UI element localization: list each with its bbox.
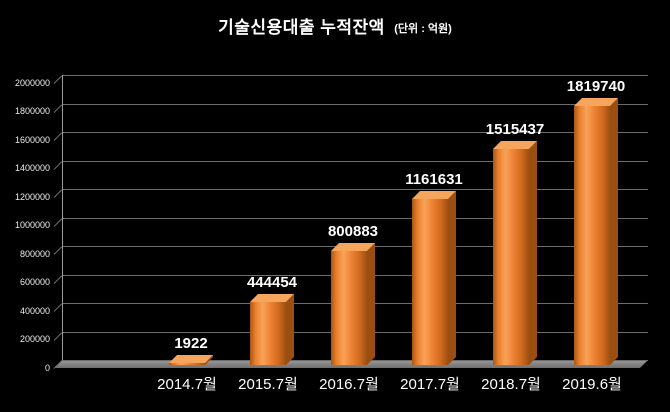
bar-side-face <box>610 97 618 365</box>
bar-side-face <box>367 242 375 365</box>
chart-title: 기술신용대출 누적잔액 (단위 : 억원) <box>0 13 670 38</box>
y-axis-label: 0 <box>44 362 50 373</box>
gridline <box>62 189 648 190</box>
bar-side-face <box>448 191 456 365</box>
bar-side-face <box>286 293 294 365</box>
chart-unit-label: (단위 : 억원) <box>394 23 452 35</box>
y-axis-label: 1400000 <box>14 163 50 173</box>
bar <box>250 301 286 365</box>
y-axis-label: 1600000 <box>14 134 50 145</box>
bar-value-label: 1515437 <box>485 121 545 139</box>
x-axis-label: 2016.7월 <box>319 376 379 393</box>
bar-top-face <box>574 97 618 106</box>
y-axis-label: 1000000 <box>14 220 50 230</box>
x-axis-label: 2019.6월 <box>562 376 622 393</box>
bar-value-label: 1161631 <box>405 171 463 189</box>
x-axis-label: 2018.7월 <box>481 376 541 393</box>
bar <box>331 250 367 365</box>
gridline <box>62 217 648 219</box>
bar-value-label: 1922 <box>174 335 208 352</box>
gridline <box>62 103 648 105</box>
chart-title-text: 기술신용대출 누적잔액 <box>218 18 385 37</box>
y-axis-label: 400000 <box>19 305 50 316</box>
y-axis-label: 1200000 <box>14 191 50 202</box>
y-axis-label: 800000 <box>19 248 50 259</box>
x-axis-label: 2017.7월 <box>400 376 460 393</box>
y-axis-label: 1800000 <box>14 106 50 116</box>
bar-top-face <box>250 293 294 302</box>
bar-value-label: 1819740 <box>566 77 626 95</box>
bar-value-label: 800883 <box>327 222 379 240</box>
x-axis-label: 2014.7월 <box>157 376 217 393</box>
bar <box>493 149 529 365</box>
y-axis-label: 200000 <box>19 334 50 344</box>
gridline <box>62 160 648 162</box>
bar-side-face <box>529 141 537 365</box>
y-axis-label: 2000000 <box>14 77 50 88</box>
y-axis-label: 600000 <box>19 277 50 287</box>
y-axis-line <box>62 75 63 360</box>
bar <box>412 199 448 365</box>
bar <box>574 105 610 365</box>
bar-value-label: 444454 <box>246 273 298 291</box>
bar <box>169 363 205 365</box>
gridline <box>62 75 648 76</box>
x-axis-label: 2015.7월 <box>238 376 298 393</box>
gridline <box>62 132 648 133</box>
